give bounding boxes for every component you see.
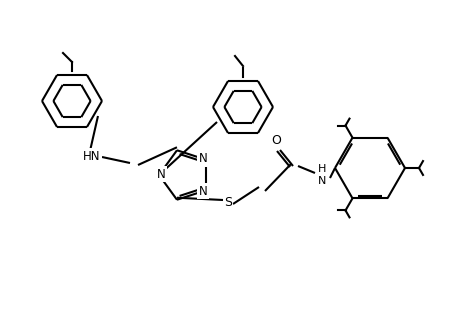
Text: O: O [271, 133, 281, 147]
Text: HN: HN [83, 150, 101, 162]
Text: N: N [199, 185, 207, 198]
Text: N: N [199, 152, 207, 165]
Text: H
N: H N [318, 164, 326, 186]
Text: N: N [157, 168, 165, 181]
Text: S: S [224, 196, 232, 210]
